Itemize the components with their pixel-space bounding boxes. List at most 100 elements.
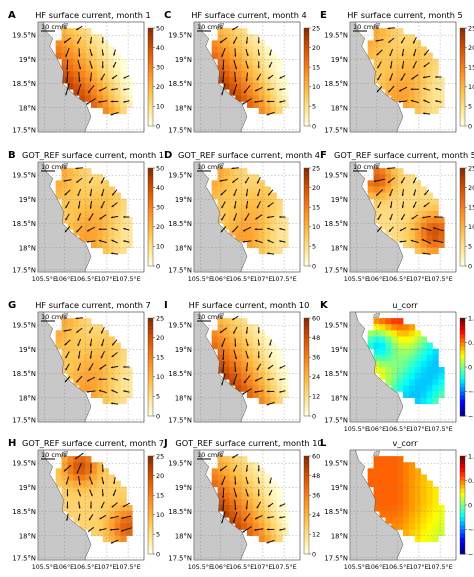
field-cell bbox=[67, 210, 74, 218]
field-cell bbox=[385, 342, 392, 350]
current-arrowhead bbox=[88, 368, 91, 371]
colorbar-segment bbox=[460, 367, 465, 372]
field-cell bbox=[79, 492, 86, 500]
field-cell bbox=[79, 354, 86, 362]
colorbar-segment bbox=[304, 509, 309, 514]
field-cell bbox=[235, 70, 242, 78]
field-cell bbox=[258, 40, 266, 47]
field-cell bbox=[108, 474, 115, 481]
field-cell bbox=[229, 58, 236, 66]
current-arrowhead bbox=[389, 78, 392, 81]
field-cell bbox=[73, 64, 80, 72]
field-cell bbox=[397, 40, 404, 47]
field-cell bbox=[264, 336, 271, 343]
field-cell bbox=[373, 367, 380, 374]
field-cell bbox=[223, 204, 230, 212]
field-cell bbox=[67, 83, 74, 90]
field-cell bbox=[85, 360, 92, 368]
colorbar-tick-label: 5 bbox=[312, 243, 316, 251]
field-cell bbox=[120, 498, 127, 506]
colorbar-segment bbox=[148, 407, 153, 413]
field-cell bbox=[252, 324, 260, 331]
field-cell bbox=[241, 198, 248, 206]
colorbar-segment bbox=[304, 257, 309, 263]
field-cell bbox=[235, 511, 242, 518]
panel-letter: A bbox=[8, 10, 16, 21]
field-cell bbox=[85, 217, 92, 224]
current-arrowhead bbox=[123, 240, 126, 243]
field-cell bbox=[426, 354, 433, 362]
colorbar-segment bbox=[460, 113, 465, 119]
field-cell bbox=[73, 511, 80, 518]
field-cell bbox=[108, 241, 115, 248]
field-cell bbox=[55, 52, 62, 60]
lat-label: 18.5°N bbox=[168, 220, 192, 228]
field-cell bbox=[282, 89, 289, 96]
panel-letter: I bbox=[164, 300, 168, 311]
field-cell bbox=[264, 77, 271, 84]
field-cell bbox=[403, 174, 410, 181]
colorbar-segment bbox=[460, 52, 465, 57]
field-cell bbox=[367, 468, 374, 475]
field-cell bbox=[414, 210, 422, 218]
field-cell bbox=[379, 492, 386, 500]
current-arrowhead bbox=[243, 229, 246, 232]
colorbar-segment bbox=[148, 196, 153, 202]
colorbar-segment bbox=[148, 249, 153, 255]
field-cell bbox=[102, 360, 110, 368]
current-arrowhead bbox=[266, 528, 269, 531]
field-cell bbox=[67, 223, 74, 230]
field-cell bbox=[276, 83, 283, 90]
field-cell bbox=[223, 40, 230, 47]
field-cell bbox=[385, 462, 392, 469]
field-cell bbox=[217, 468, 224, 475]
field-cell bbox=[264, 474, 271, 481]
field-cell bbox=[102, 486, 110, 494]
field-cell bbox=[276, 217, 283, 224]
field-cell bbox=[403, 235, 410, 242]
field-cell bbox=[102, 58, 110, 66]
current-arrowhead bbox=[266, 113, 269, 116]
field-cell bbox=[276, 354, 283, 362]
field-cell bbox=[264, 498, 271, 506]
scale-label: 10 cm/s bbox=[41, 23, 67, 31]
field-cell bbox=[264, 198, 271, 206]
field-cell bbox=[91, 505, 98, 512]
field-cell bbox=[403, 101, 410, 108]
lon-label: 107.5°E bbox=[428, 425, 453, 433]
field-cell bbox=[247, 498, 254, 506]
field-cell bbox=[114, 101, 121, 108]
field-cell bbox=[258, 379, 266, 386]
colorbar-segment bbox=[148, 505, 153, 510]
field-cell bbox=[217, 456, 224, 463]
field-cell bbox=[223, 318, 230, 325]
field-cell bbox=[61, 64, 68, 72]
field-cell bbox=[432, 523, 439, 530]
colorbar-segment bbox=[148, 500, 153, 506]
field-cell bbox=[73, 77, 80, 84]
lat-label: 19°N bbox=[175, 56, 192, 64]
current-arrowhead bbox=[111, 505, 114, 508]
colorbar-segment bbox=[304, 492, 309, 498]
field-cell bbox=[426, 486, 433, 494]
field-cell bbox=[276, 492, 283, 500]
field-cell bbox=[79, 58, 86, 66]
field-cell bbox=[276, 523, 283, 530]
field-cell bbox=[252, 46, 260, 53]
field-cell bbox=[276, 379, 283, 386]
field-cell bbox=[264, 505, 271, 512]
current-arrowhead bbox=[65, 355, 68, 359]
field-cell bbox=[85, 468, 92, 475]
current-arrowhead bbox=[389, 53, 392, 56]
field-cell bbox=[252, 89, 260, 96]
current-arrow bbox=[221, 372, 226, 386]
field-cell bbox=[61, 46, 68, 53]
field-cell bbox=[114, 529, 121, 536]
lat-label: 18°N bbox=[331, 394, 348, 402]
field-cell bbox=[420, 342, 427, 350]
field-cell bbox=[73, 70, 80, 78]
field-cell bbox=[373, 480, 380, 488]
field-cell bbox=[397, 192, 404, 200]
field-cell bbox=[217, 462, 224, 469]
